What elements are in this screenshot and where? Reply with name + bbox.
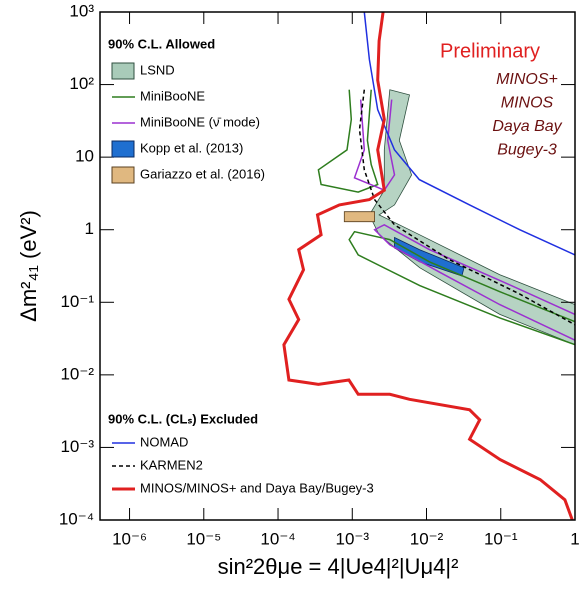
y-tick-label: 10⁻³ bbox=[60, 437, 94, 456]
y-tick-label: 10³ bbox=[69, 1, 94, 20]
legend-label: Gariazzo et al. (2016) bbox=[140, 166, 265, 181]
curve bbox=[363, 11, 576, 256]
legend-label: NOMAD bbox=[140, 434, 188, 449]
legend-title: 90% C.L. Allowed bbox=[108, 36, 215, 51]
x-axis-label: sin²2θμe = 4|Ue4|²|Uμ4|² bbox=[218, 554, 459, 579]
curve bbox=[317, 89, 576, 346]
legend-label: KARMEN2 bbox=[140, 457, 203, 472]
legend-title: 90% C.L. (CLₛ) Excluded bbox=[108, 411, 258, 426]
legend-swatch bbox=[111, 166, 135, 184]
legend-swatch bbox=[111, 62, 135, 80]
y-tick-label: 10⁻² bbox=[60, 364, 94, 383]
x-tick-label: 10⁻¹ bbox=[484, 529, 518, 548]
legend-swatch bbox=[111, 140, 135, 158]
experiment-label: Daya Bay bbox=[492, 118, 562, 135]
x-tick-label: 10⁻⁵ bbox=[186, 529, 221, 548]
experiment-label: MINOS+ bbox=[496, 71, 558, 88]
legend-label: Kopp et al. (2013) bbox=[140, 140, 243, 155]
legend-label: MiniBooNE (ν̄ mode) bbox=[140, 114, 260, 129]
legend-label: LSND bbox=[140, 62, 175, 77]
curve bbox=[282, 11, 574, 521]
y-tick-label: 10⁻¹ bbox=[60, 292, 94, 311]
y-axis-label: Δm²₄₁ (eV²) bbox=[16, 210, 41, 322]
y-tick-label: 10² bbox=[69, 74, 94, 93]
legend-label: MINOS/MINOS+ and Daya Bay/Bugey-3 bbox=[140, 480, 374, 495]
curve bbox=[358, 89, 576, 326]
y-tick-label: 1 bbox=[85, 219, 94, 238]
x-tick-label: 10⁻² bbox=[410, 529, 444, 548]
preliminary-label: Preliminary bbox=[440, 40, 540, 62]
y-tick-label: 10 bbox=[75, 147, 94, 166]
x-tick-label: 10⁻³ bbox=[335, 529, 369, 548]
x-tick-label: 1 bbox=[570, 529, 579, 548]
experiment-label: MINOS bbox=[501, 95, 554, 112]
region bbox=[343, 211, 375, 223]
legend-label: MiniBooNE bbox=[140, 88, 205, 103]
plot-frame bbox=[99, 11, 576, 521]
experiment-label: Bugey-3 bbox=[497, 142, 557, 159]
x-tick-label: 10⁻⁴ bbox=[260, 529, 295, 548]
x-tick-label: 10⁻⁶ bbox=[112, 529, 147, 548]
y-tick-label: 10⁻⁴ bbox=[59, 509, 94, 528]
